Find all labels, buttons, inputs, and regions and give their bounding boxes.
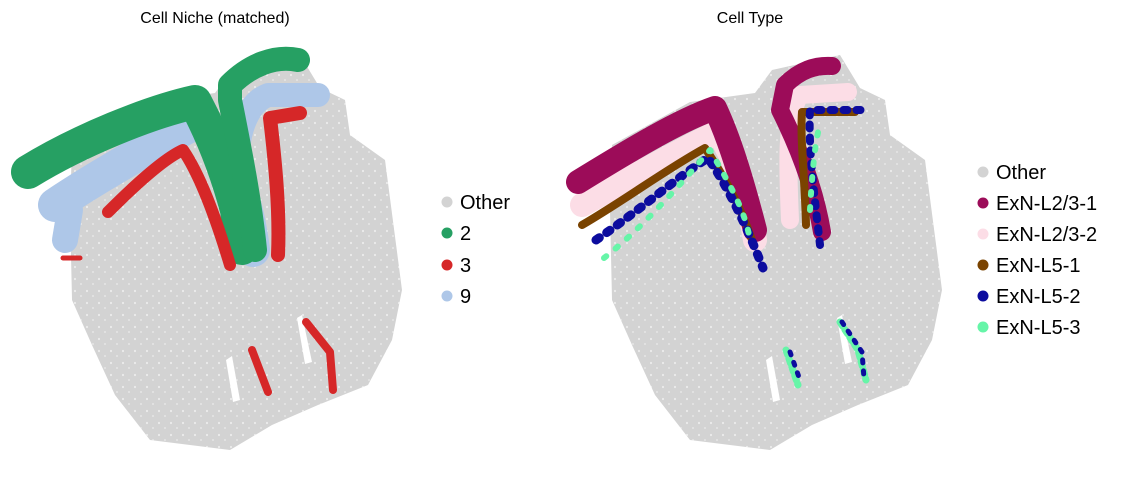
legend-label: 9 xyxy=(460,286,471,308)
legend-item: ExN-L5-1 xyxy=(977,255,1080,277)
chart-title: Cell Niche (matched) xyxy=(140,10,289,27)
panel-cell-type: Cell Type xyxy=(566,10,1097,450)
legend-swatch xyxy=(977,228,989,240)
spatial-scatter-cells xyxy=(11,46,402,450)
panel-cell-niche: Cell Niche (matched) xyxy=(11,10,510,450)
legend-item: 2 xyxy=(441,223,471,245)
legend-swatch xyxy=(441,259,453,271)
legend-swatch xyxy=(977,197,989,209)
legend-swatch xyxy=(977,166,989,178)
legend-item: ExN-L5-3 xyxy=(977,317,1080,339)
legend-label: ExN-L5-3 xyxy=(996,317,1080,339)
legend-swatch xyxy=(441,290,453,302)
series-exn-l5-2-lower xyxy=(787,319,867,383)
legend-item: Other xyxy=(977,162,1046,184)
legend-item: ExN-L5-2 xyxy=(977,286,1080,308)
legend-swatch xyxy=(977,290,989,302)
legend-label: ExN-L2/3-1 xyxy=(996,193,1097,215)
chart-title: Cell Type xyxy=(717,10,784,27)
legend-label: ExN-L5-2 xyxy=(996,286,1080,308)
spatial-scatter-cells xyxy=(566,55,942,450)
legend-item: ExN-L2/3-2 xyxy=(977,224,1097,246)
legend-label: 3 xyxy=(460,255,471,277)
legend: Other ExN-L2/3-1 ExN-L2/3-2 ExN-L5-1 ExN… xyxy=(977,162,1097,339)
series-niche-3 xyxy=(60,106,337,396)
legend-swatch xyxy=(977,259,989,271)
legend-item: 3 xyxy=(441,255,471,277)
legend-label: ExN-L5-1 xyxy=(996,255,1080,277)
legend-label: Other xyxy=(460,192,510,214)
legend-label: Other xyxy=(996,162,1046,184)
legend-swatch xyxy=(977,321,989,333)
legend-label: ExN-L2/3-2 xyxy=(996,224,1097,246)
legend: Other 2 3 9 xyxy=(441,192,510,308)
legend-item: 9 xyxy=(441,286,471,308)
legend-item: Other xyxy=(441,192,510,214)
series-niche-2 xyxy=(11,46,310,265)
legend-swatch xyxy=(441,196,453,208)
legend-label: 2 xyxy=(460,223,471,245)
legend-item: ExN-L2/3-1 xyxy=(977,193,1097,215)
legend-swatch xyxy=(441,227,453,239)
